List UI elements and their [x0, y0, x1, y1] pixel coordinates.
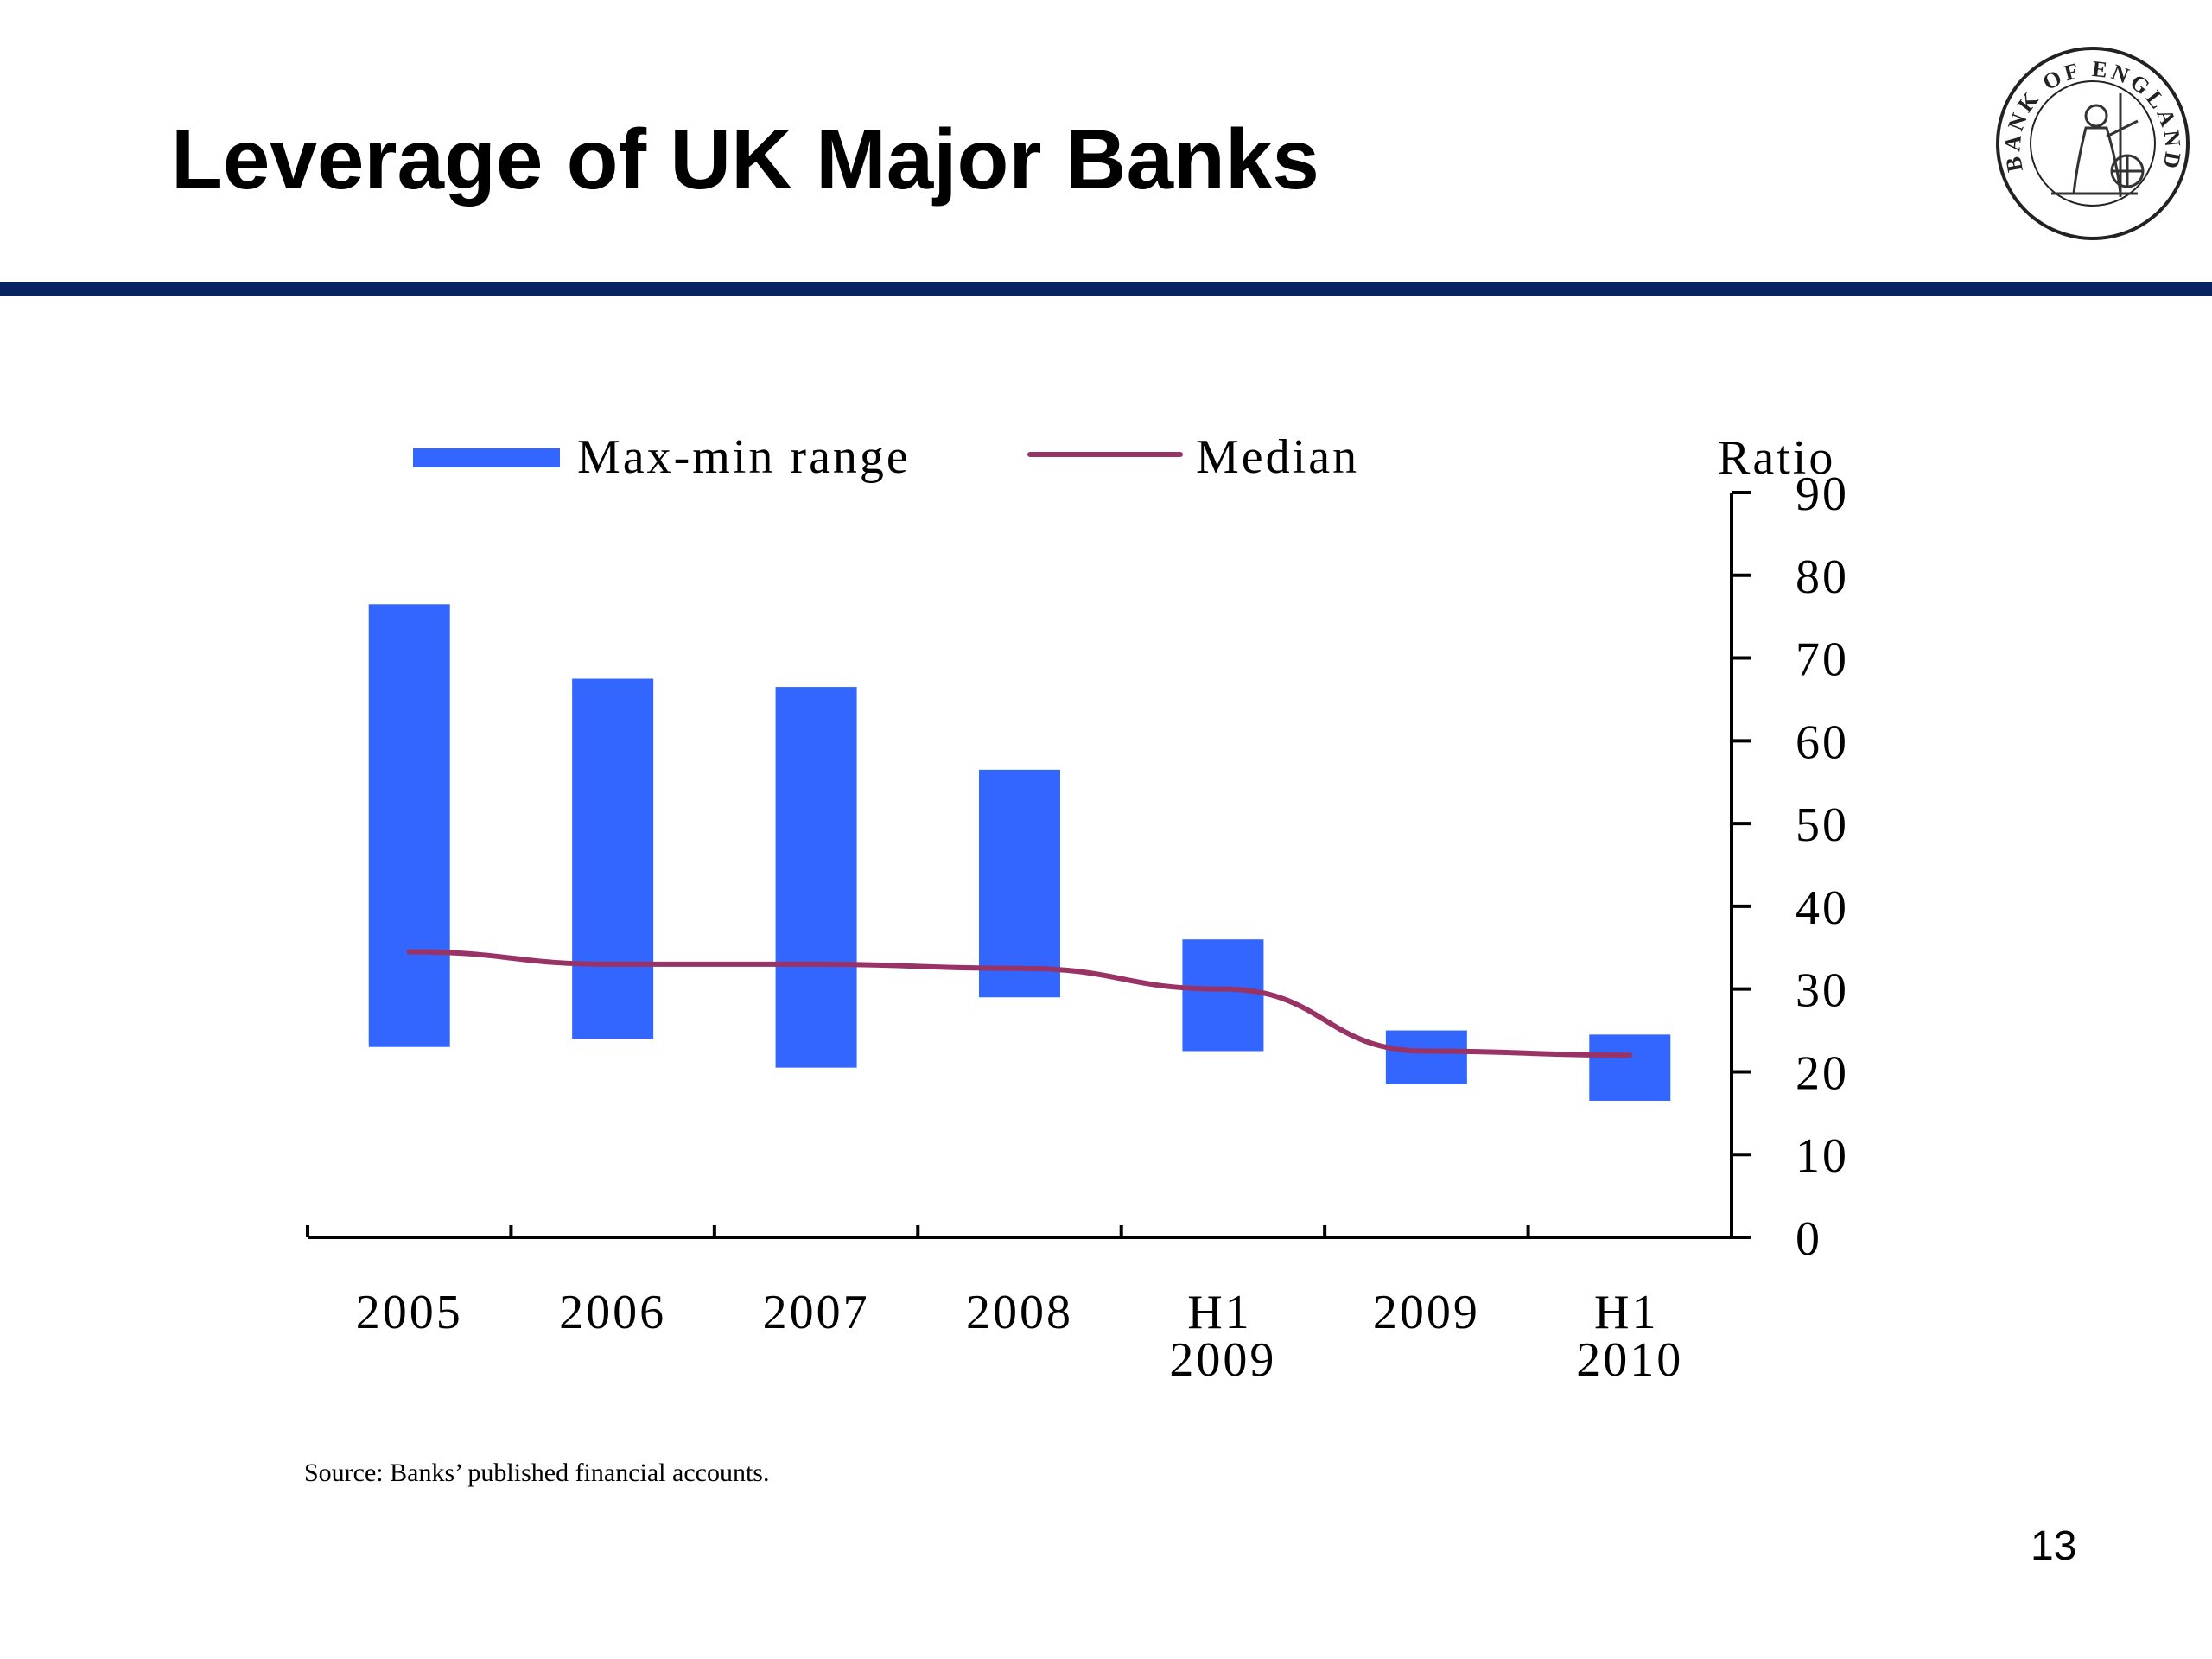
- x-category-label: 2006: [559, 1286, 666, 1339]
- median-line: [406, 949, 1633, 1058]
- y-tick-label: 30: [1796, 964, 1849, 1018]
- source-note: Source: Banks’ published financial accou…: [304, 1459, 770, 1487]
- range-bar: [1589, 1034, 1671, 1101]
- range-bar: [1182, 939, 1264, 1052]
- y-tick-label: 20: [1796, 1046, 1849, 1100]
- x-category-label: 2009: [1373, 1286, 1480, 1339]
- slide-title: Leverage of UK Major Banks: [171, 111, 1319, 207]
- range-bar: [572, 678, 654, 1039]
- x-category-label: 2008: [966, 1286, 1073, 1339]
- x-category-label: 2005: [356, 1286, 463, 1339]
- y-tick-label: 80: [1796, 550, 1849, 604]
- y-axis-title: Ratio: [1718, 431, 1835, 485]
- range-bar: [775, 687, 857, 1068]
- y-tick-label: 0: [1796, 1212, 1822, 1266]
- legend-label-median: Median: [1196, 430, 1359, 484]
- legend-label-range: Max-min range: [577, 430, 911, 484]
- y-tick-label: 90: [1796, 467, 1849, 521]
- page-number: 13: [2031, 1523, 2077, 1569]
- x-category-label: H1: [1594, 1286, 1658, 1339]
- range-bar: [979, 769, 1060, 998]
- bank-of-england-logo: BANK OF ENGLAND: [1996, 47, 2190, 240]
- range-bar: [1385, 1030, 1467, 1084]
- range-bar: [368, 604, 450, 1047]
- y-tick-label: 50: [1796, 798, 1849, 852]
- title-divider: [0, 282, 2212, 296]
- x-category-label: 2009: [1169, 1333, 1276, 1387]
- y-tick-label: 70: [1796, 633, 1849, 687]
- y-tick-label: 40: [1796, 881, 1849, 935]
- y-tick-label: 60: [1796, 715, 1849, 769]
- x-category-label: H1: [1187, 1286, 1251, 1339]
- x-category-label: 2010: [1576, 1333, 1683, 1387]
- x-category-label: 2007: [763, 1286, 870, 1339]
- legend-swatch-range: [413, 448, 560, 467]
- y-tick-label: 10: [1796, 1129, 1849, 1183]
